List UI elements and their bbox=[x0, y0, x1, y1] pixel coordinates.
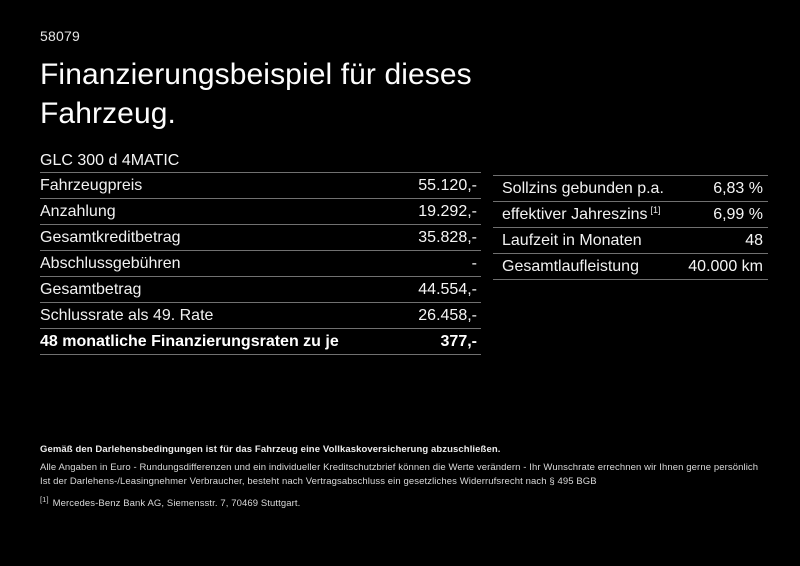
table-row: Fahrzeugpreis 55.120,- bbox=[40, 173, 481, 199]
row-label: Laufzeit in Monaten bbox=[502, 232, 642, 249]
row-value: 19.292,- bbox=[418, 203, 477, 220]
row-value: 6,99 % bbox=[713, 206, 763, 223]
row-label: Anzahlung bbox=[40, 203, 116, 220]
footnote-marker: [1] bbox=[650, 204, 661, 215]
table-row: Gesamtkreditbetrag 35.828,- bbox=[40, 225, 481, 251]
table-row: Schlussrate als 49. Rate 26.458,- bbox=[40, 303, 481, 329]
row-label: Sollzins gebunden p.a. bbox=[502, 180, 664, 197]
insurance-note: Gemäß den Darlehensbedingungen ist für d… bbox=[40, 444, 501, 455]
row-label: Gesamtbetrag bbox=[40, 281, 142, 298]
page-title: Finanzierungsbeispiel für dieses Fahrzeu… bbox=[40, 58, 472, 130]
row-label: effektiver Jahreszins [1] bbox=[502, 202, 661, 227]
row-value: 26.458,- bbox=[418, 307, 477, 324]
table-row: Abschlussgebühren - bbox=[40, 251, 481, 277]
model-name: GLC 300 d 4MATIC bbox=[40, 150, 481, 173]
table-row: Gesamtbetrag 44.554,- bbox=[40, 277, 481, 303]
disclaimer-line-1: Alle Angaben in Euro - Rundungsdifferenz… bbox=[40, 462, 759, 473]
conditions-table: Sollzins gebunden p.a. 6,83 % effektiver… bbox=[493, 175, 768, 280]
footer-disclaimer: Gemäß den Darlehensbedingungen ist für d… bbox=[40, 443, 762, 511]
finance-table: GLC 300 d 4MATIC Fahrzeugpreis 55.120,- … bbox=[40, 150, 481, 355]
footnote-text: Mercedes-Benz Bank AG, Siemensstr. 7, 70… bbox=[52, 498, 301, 509]
row-label: Schlussrate als 49. Rate bbox=[40, 307, 214, 324]
table-row: Gesamtlaufleistung 40.000 km bbox=[493, 254, 768, 280]
row-value: 48 bbox=[745, 232, 763, 249]
row-label: Gesamtkreditbetrag bbox=[40, 229, 181, 246]
reference-number: 58079 bbox=[40, 28, 80, 44]
table-row-monthly-rate: 48 monatliche Finanzierungsraten zu je 3… bbox=[40, 329, 481, 355]
row-label: Gesamtlaufleistung bbox=[502, 258, 639, 275]
footnote-marker: [1] bbox=[40, 494, 49, 504]
table-row: Sollzins gebunden p.a. 6,83 % bbox=[493, 176, 768, 202]
disclaimer-line-2: Ist der Darlehens-/Leasingnehmer Verbrau… bbox=[40, 476, 597, 487]
row-value: 40.000 km bbox=[688, 258, 763, 275]
row-label: 48 monatliche Finanzierungsraten zu je bbox=[40, 333, 339, 350]
table-row: effektiver Jahreszins [1] 6,99 % bbox=[493, 202, 768, 228]
table-row: Laufzeit in Monaten 48 bbox=[493, 228, 768, 254]
row-value: 55.120,- bbox=[418, 177, 477, 194]
row-value: - bbox=[471, 255, 477, 272]
row-label: Fahrzeugpreis bbox=[40, 177, 143, 194]
row-value: 35.828,- bbox=[418, 229, 477, 246]
row-value: 44.554,- bbox=[418, 281, 477, 298]
row-value: 6,83 % bbox=[713, 180, 763, 197]
bank-footnote: [1] Mercedes-Benz Bank AG, Siemensstr. 7,… bbox=[40, 494, 762, 511]
row-value: 377,- bbox=[440, 333, 477, 350]
row-label-text: effektiver Jahreszins bbox=[502, 206, 648, 223]
finance-tables-container: GLC 300 d 4MATIC Fahrzeugpreis 55.120,- … bbox=[40, 150, 768, 355]
row-label: Abschlussgebühren bbox=[40, 255, 181, 272]
table-row: Anzahlung 19.292,- bbox=[40, 199, 481, 225]
